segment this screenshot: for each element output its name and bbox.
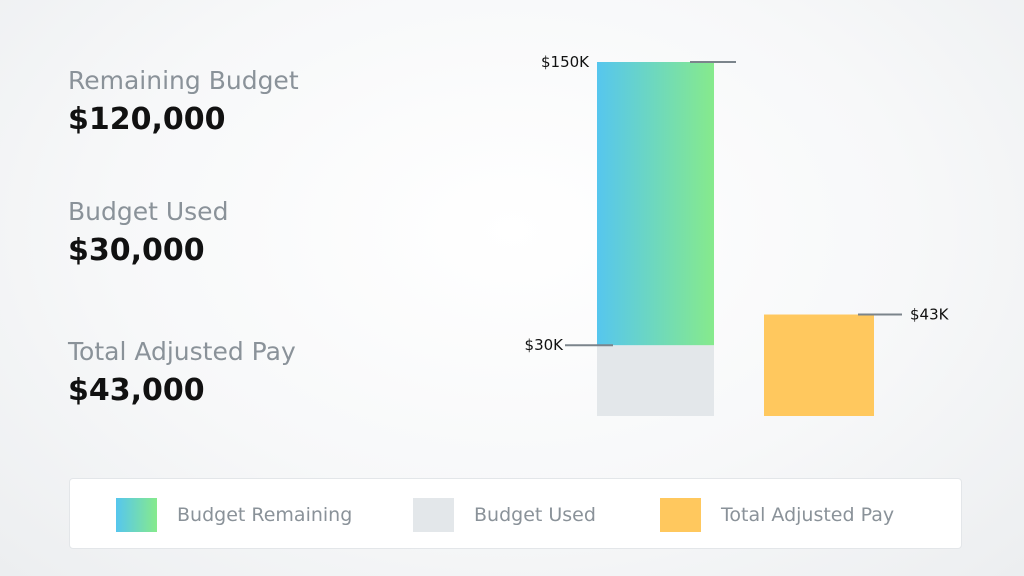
legend-label: Total Adjusted Pay [721,504,895,526]
stat-remaining-budget: Remaining Budget $120,000 [68,66,299,138]
annotation-label: $150K [541,53,590,71]
stat-label: Budget Used [68,197,229,226]
stat-value: $120,000 [68,102,226,137]
bar-segment-total-adjusted-pay [764,314,874,416]
stat-budget-used: Budget Used $30,000 [68,197,228,269]
annotation-label: $30K [525,336,565,354]
legend-label: Budget Remaining [177,504,353,526]
chart-legend: Budget Remaining Budget Used Total Adjus… [69,478,962,549]
stat-value: $30,000 [68,233,205,268]
legend-swatch-total-adjusted-pay [660,498,701,532]
legend-swatch-budget-remaining [116,498,157,532]
stat-value: $43,000 [68,373,205,408]
legend-swatch-budget-used [413,498,454,532]
annotation-label: $43K [910,306,950,324]
stat-label: Remaining Budget [68,66,299,95]
legend-label: Budget Used [474,504,596,526]
budget-bar-chart: $150K $30K $43K [525,53,950,416]
legend-item-total-adjusted-pay: Total Adjusted Pay [660,498,894,532]
stat-label: Total Adjusted Pay [68,337,296,366]
legend-item-budget-used: Budget Used [413,498,596,532]
stat-total-adjusted-pay: Total Adjusted Pay $43,000 [68,337,296,409]
bar-segment-budget-used [597,345,714,416]
bar-segment-budget-remaining [597,62,714,346]
legend-item-budget-remaining: Budget Remaining [116,498,352,532]
